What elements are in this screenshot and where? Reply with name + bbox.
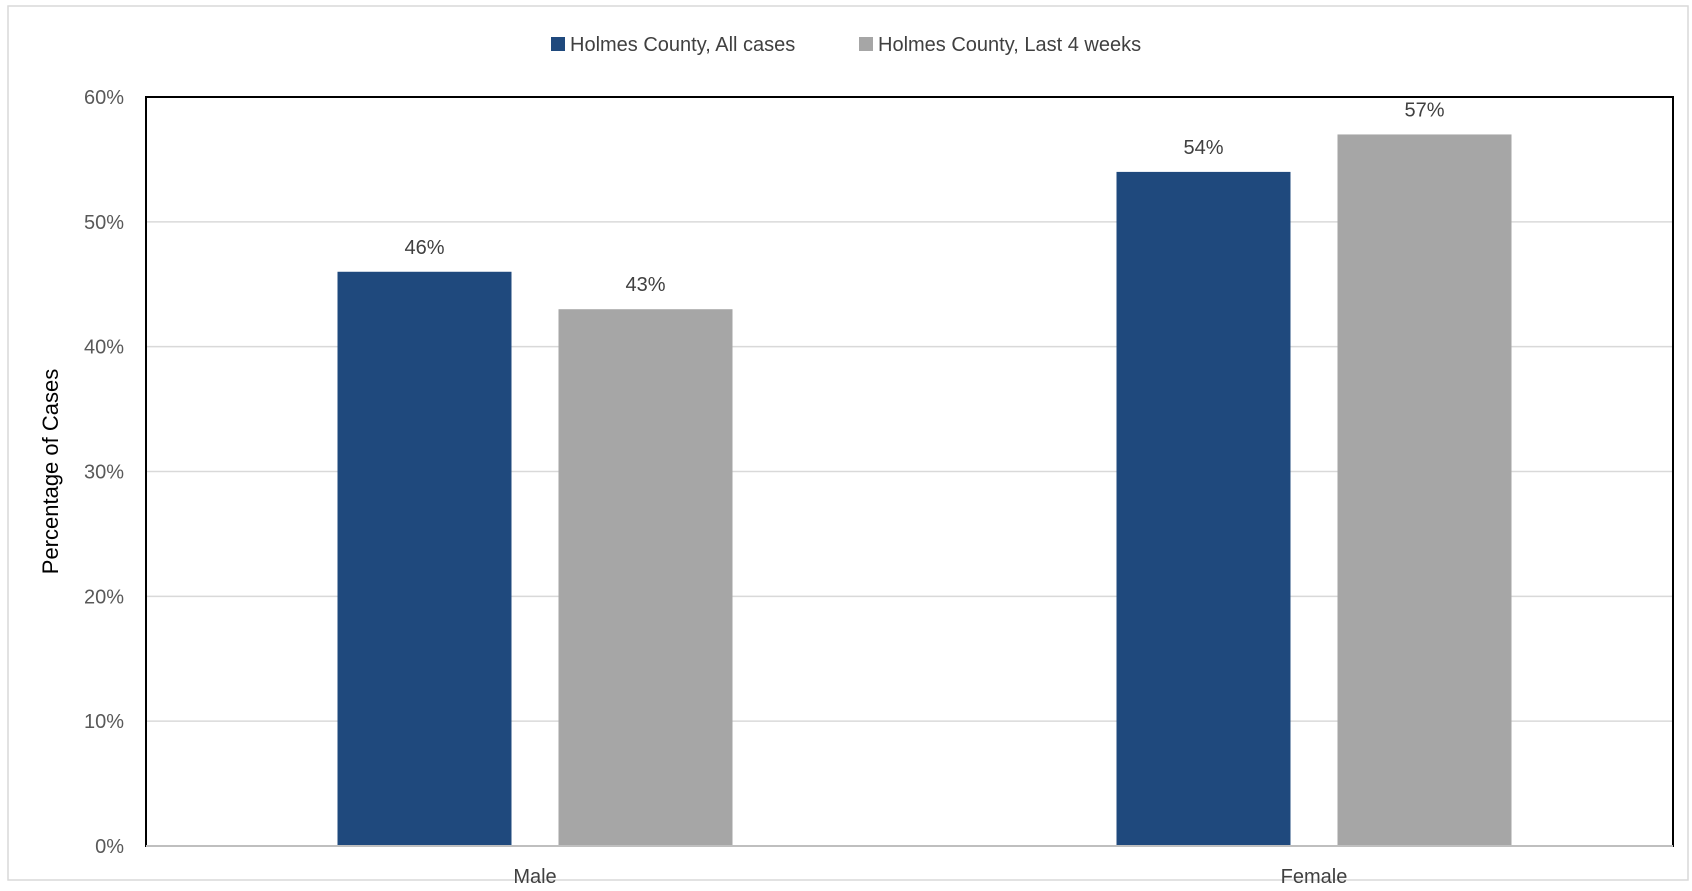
y-tick-label: 0% — [95, 836, 124, 858]
x-tick-label: Male — [513, 866, 556, 886]
y-tick-label: 30% — [84, 462, 124, 484]
data-label: 43% — [625, 274, 665, 296]
bar-female-series-1 — [1116, 171, 1291, 846]
y-tick-label: 60% — [84, 87, 124, 109]
y-axis-title: Percentage of Cases — [38, 369, 63, 574]
bars — [337, 134, 1512, 846]
legend-swatch — [859, 37, 873, 51]
data-label: 54% — [1183, 137, 1223, 159]
x-tick-label: Female — [1281, 866, 1348, 886]
y-tick-label: 20% — [84, 586, 124, 608]
legend-label: Holmes County, All cases — [570, 34, 795, 56]
y-axis-ticks: 0% 10% 20% 30% 40% 50% 60% — [84, 87, 124, 858]
y-tick-label: 40% — [84, 337, 124, 359]
x-axis-ticks: Male Female — [513, 866, 1348, 888]
y-tick-label: 10% — [84, 711, 124, 733]
bar-male-series-1 — [337, 271, 512, 846]
legend-swatch — [551, 37, 565, 51]
bar-male-series-2 — [558, 309, 733, 846]
y-tick-label: 50% — [84, 212, 124, 234]
data-label: 46% — [404, 237, 444, 259]
data-labels: 46% 43% 54% 57% — [404, 99, 1444, 296]
data-label: 57% — [1404, 99, 1444, 121]
legend-label: Holmes County, Last 4 weeks — [878, 34, 1141, 56]
legend: Holmes County, All cases Holmes County, L… — [551, 34, 1141, 56]
bar-female-series-2 — [1337, 134, 1512, 846]
